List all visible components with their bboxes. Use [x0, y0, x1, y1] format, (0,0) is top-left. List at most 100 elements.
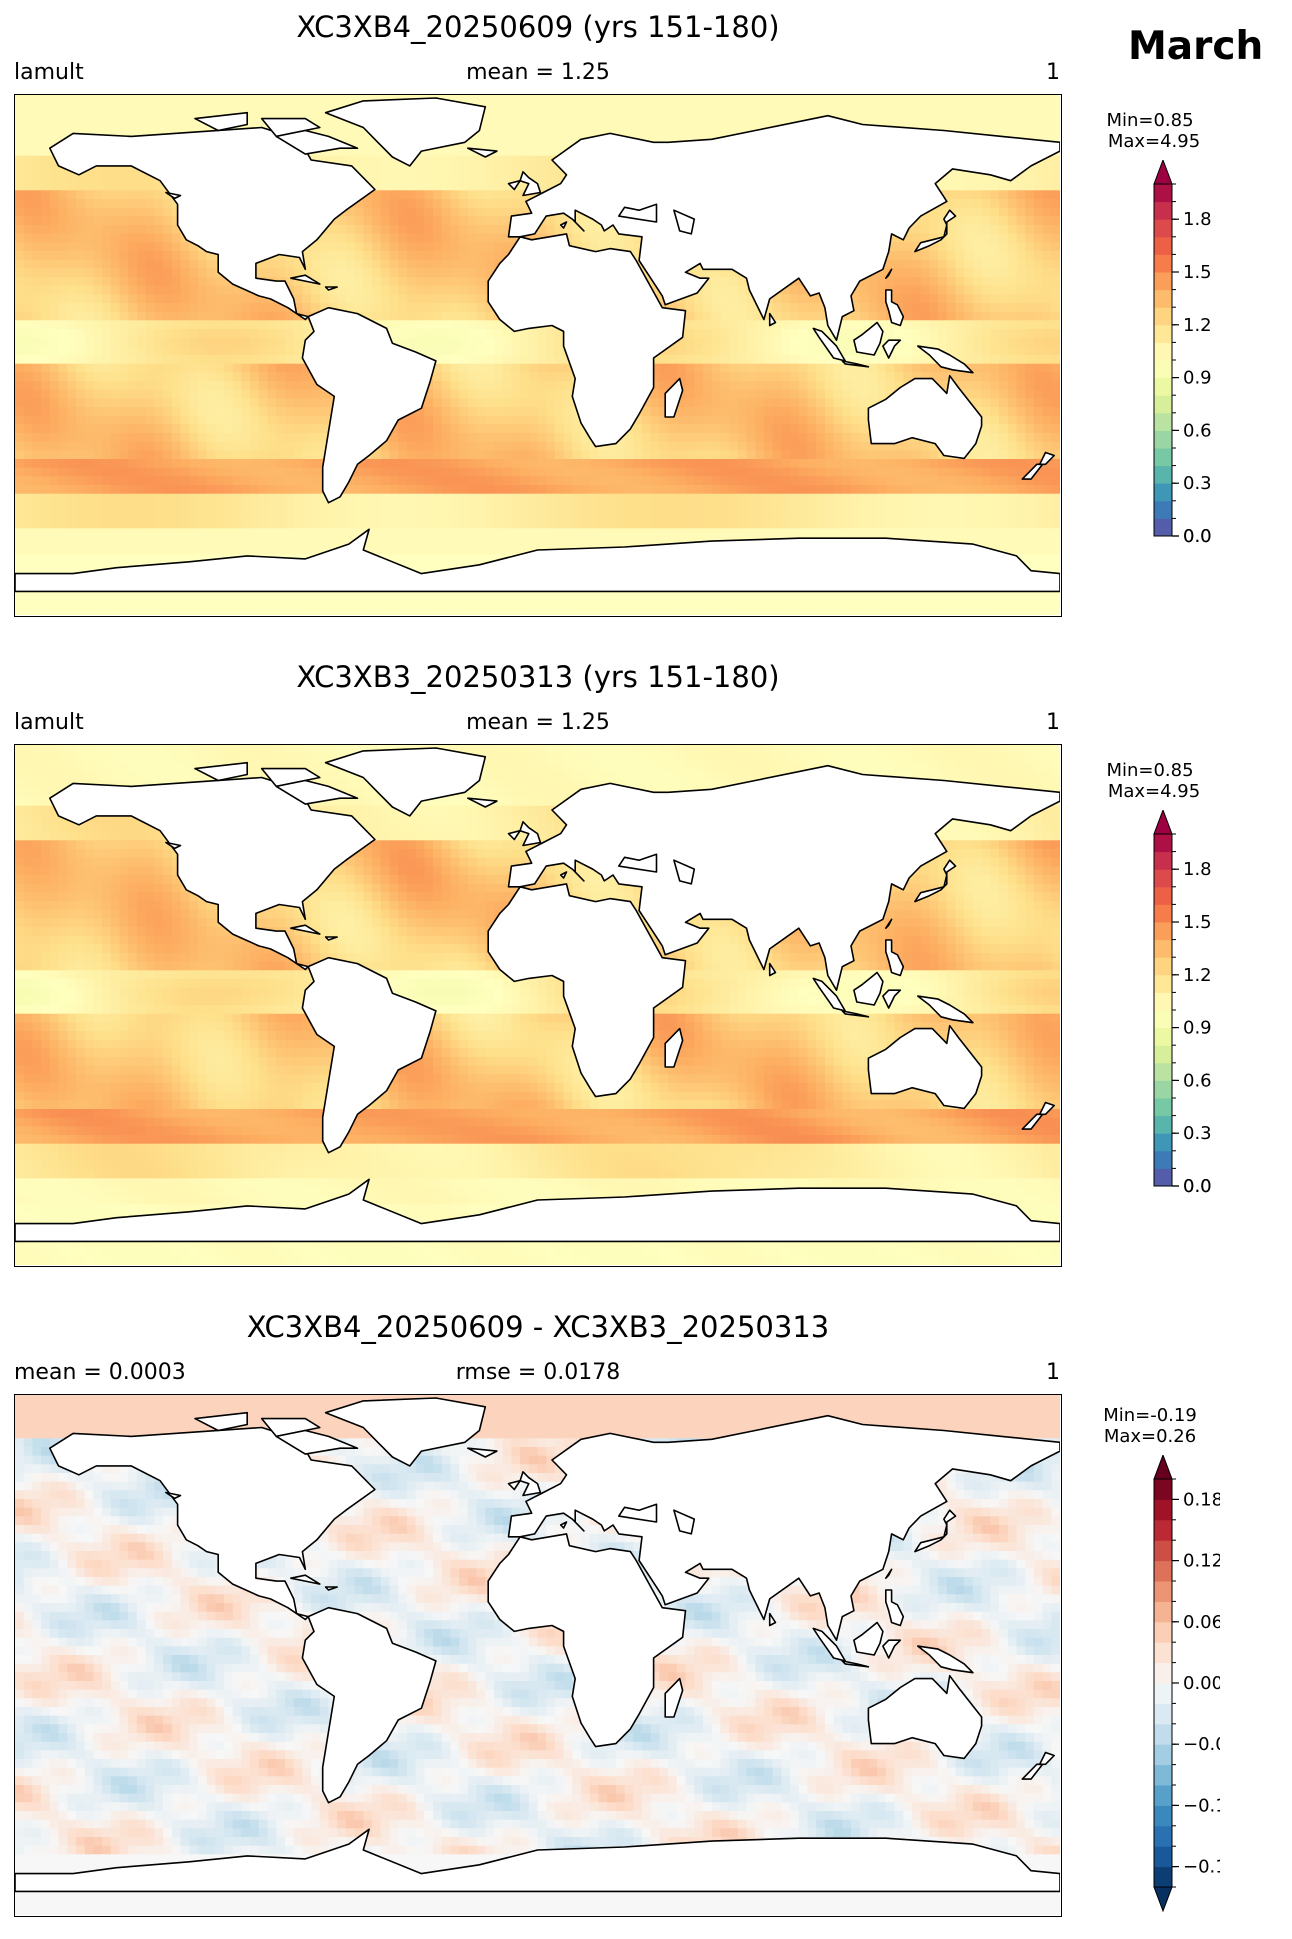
- landmass-9: [914, 209, 957, 253]
- landmass-26: [275, 779, 359, 805]
- landmass-1: [324, 97, 487, 167]
- panel-1-title: XC3XB4_20250609 (yrs 151-180): [14, 10, 1062, 44]
- panel-2-colorbar: 0.0 0.3 0.6 0.9 1.2 1.5 1.8 0.0: [1100, 808, 1220, 1220]
- landmass-12: [841, 1660, 870, 1668]
- colorbar-tick-label: 0.00: [1183, 1673, 1220, 1694]
- landmass-28: [617, 853, 658, 873]
- panel-3-left-label: mean = 0.0003: [14, 1360, 186, 1385]
- panel-3-title: XC3XB4_20250609 - XC3XB3_20250313: [14, 1310, 1062, 1344]
- colorbar-tick-label: 0.3: [1183, 473, 1212, 494]
- landmass-4: [507, 114, 1060, 341]
- landmass-3: [487, 883, 687, 1098]
- map-canvas: [15, 95, 1060, 615]
- panel-1-right-label: 1: [1000, 60, 1060, 85]
- colorbar-tick-label: 0.9: [1183, 368, 1212, 389]
- landmass-4: [507, 1414, 1060, 1641]
- landmass-25: [194, 761, 248, 782]
- landmass-19: [1038, 451, 1055, 466]
- landmass-21: [289, 274, 321, 285]
- landmass-23: [165, 841, 182, 850]
- panel-2-title: XC3XB3_20250313 (yrs 151-180): [14, 660, 1062, 694]
- colorbar-extend-max: [1153, 808, 1173, 835]
- landmass-7: [519, 1471, 542, 1497]
- landmass-8: [507, 1479, 521, 1491]
- continent-outlines: [15, 747, 1060, 1243]
- landmass-22: [324, 1586, 339, 1591]
- landmass-14: [882, 989, 902, 1009]
- landmass-26: [275, 1429, 359, 1455]
- landmass-15: [884, 1589, 905, 1627]
- colorbar-extend-max: [1153, 158, 1173, 185]
- landmass-19: [1038, 1751, 1055, 1766]
- month-label: March: [1128, 24, 1263, 69]
- colorbar-tick-label: 0.12: [1183, 1551, 1220, 1572]
- landmass-14: [882, 339, 902, 359]
- landmass-16: [884, 268, 893, 279]
- panel-3-center-label: rmse = 0.0178: [14, 1360, 1062, 1385]
- landmass-20: [466, 797, 498, 808]
- panel-3-map: [14, 1394, 1062, 1917]
- panel-3-min-label: Min=-0.19: [1100, 1405, 1200, 1426]
- landmass-2: [301, 1606, 437, 1804]
- landmass-5: [867, 1674, 983, 1760]
- landmass-16: [884, 1568, 893, 1579]
- landmass-24: [260, 767, 321, 788]
- panel-2-left-label: lamult: [14, 710, 84, 735]
- panel-3-colorbar: −0.18 −0.12 −0.06 0.00 0.06 0.12 0.18: [1100, 1453, 1238, 1915]
- landmass-27: [673, 859, 696, 885]
- landmass-12: [841, 360, 870, 368]
- panel-1-left-label: lamult: [14, 60, 84, 85]
- colorbar-tick-label: 1.5: [1183, 912, 1212, 933]
- landmass-0: [48, 126, 376, 321]
- landmass-4: [507, 764, 1060, 991]
- colorbar-tick-label: 0.3: [1183, 1123, 1212, 1144]
- landmass-6: [15, 1178, 1060, 1243]
- colorbar-canvas: 0.00.30.60.91.21.51.80.0: [1153, 158, 1212, 547]
- landmass-6: [15, 1828, 1060, 1893]
- landmass-28: [617, 203, 658, 223]
- colorbar-tick-label: 1.8: [1183, 859, 1212, 880]
- panel-2-max-label: Max=4.95: [1104, 781, 1204, 802]
- continent-outlines: [15, 97, 1060, 593]
- landmass-24: [260, 117, 321, 138]
- colorbar-tick-label: −0.12: [1183, 1795, 1220, 1816]
- colorbar-tick-label: 1.8: [1183, 209, 1212, 230]
- landmass-24: [260, 1417, 321, 1438]
- panel-2-min-label: Min=0.85: [1100, 760, 1200, 781]
- landmass-15: [884, 939, 905, 977]
- landmass-20: [466, 147, 498, 158]
- landmass-21: [289, 924, 321, 935]
- landmass-9: [914, 1509, 957, 1553]
- colorbar-tick-label: 0.0: [1183, 1176, 1212, 1197]
- landmass-1: [324, 1397, 487, 1467]
- colorbar-tick-label: 1.5: [1183, 262, 1212, 283]
- colorbar-tick-label: 0.6: [1183, 420, 1212, 441]
- panel-2-right-label: 1: [1000, 710, 1060, 735]
- landmass-27: [673, 209, 696, 235]
- landmass-11: [853, 321, 884, 356]
- colorbar-tick-label: 0.9: [1183, 1018, 1212, 1039]
- landmass-13: [916, 1645, 974, 1674]
- landmass-0: [48, 776, 376, 971]
- landmass-28: [617, 1503, 658, 1523]
- colorbar-tick-label: −0.06: [1183, 1734, 1220, 1755]
- landmass-2: [301, 956, 437, 1154]
- landmass-5: [867, 374, 983, 460]
- landmass-17: [664, 377, 684, 418]
- landmass-21: [289, 1574, 321, 1585]
- landmass-7: [519, 821, 542, 847]
- landmass-23: [165, 191, 182, 200]
- landmass-11: [853, 971, 884, 1006]
- colorbar-tick-label: 0.0: [1183, 1176, 1212, 1197]
- colorbar-levels: [1154, 184, 1172, 537]
- continent-outlines: [15, 1397, 1060, 1893]
- landmass-19: [1038, 1101, 1055, 1116]
- landmass-3: [487, 233, 687, 448]
- colorbar-canvas: 0.00.30.60.91.21.51.80.0: [1153, 808, 1212, 1197]
- landmass-0: [48, 1426, 376, 1621]
- landmass-29: [768, 1612, 777, 1627]
- landmass-8: [507, 179, 521, 191]
- landmass-17: [664, 1677, 684, 1718]
- panel-3-max-label: Max=0.26: [1100, 1426, 1200, 1447]
- landmass-25: [194, 1411, 248, 1432]
